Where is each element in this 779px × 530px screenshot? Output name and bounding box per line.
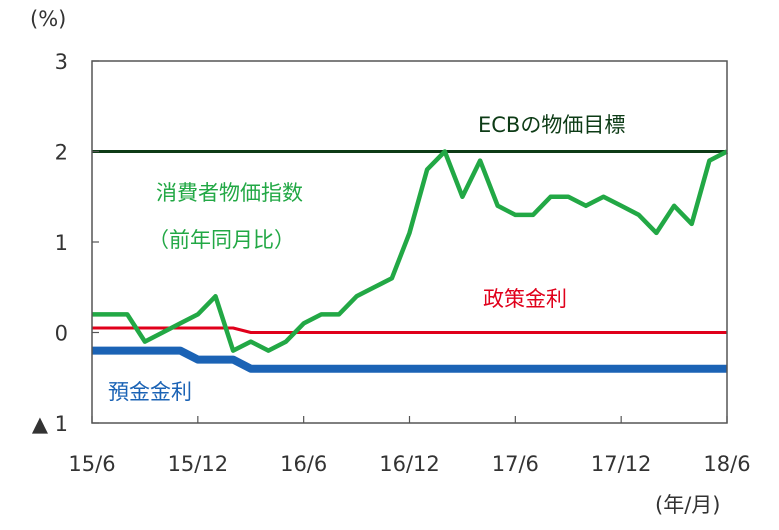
y-tick-label: 1 xyxy=(55,231,68,255)
x-tick-label: 16/12 xyxy=(379,452,440,476)
y-tick-label: ▲ 1 xyxy=(32,412,68,436)
policy-rate-line xyxy=(92,326,727,334)
x-tick-label: 16/6 xyxy=(280,452,327,476)
x-tick-label: 15/12 xyxy=(168,452,229,476)
ecb-target-label: ECBの物価目標 xyxy=(478,113,625,137)
x-tick-label: 18/6 xyxy=(703,452,750,476)
axis-ticks: 3 2 1 0 ▲ 115/6 15/12 16/6 16/12 17/6 17/12 18/6 xyxy=(32,50,751,476)
x-tick-label: 17/12 xyxy=(591,452,652,476)
x-tick-label: 15/6 xyxy=(68,452,115,476)
x-tick-label: 17/6 xyxy=(492,452,539,476)
y-tick-label: 0 xyxy=(55,322,68,346)
y-unit-label: (%) xyxy=(30,7,66,31)
deposit-rate-label: 預金金利 xyxy=(108,380,192,404)
x-unit-label: (年/月) xyxy=(655,493,720,517)
cpi-label-line1: 消費者物価指数 xyxy=(156,181,303,205)
cpi-label-line2: （前年同月比） xyxy=(148,228,295,252)
series-lines xyxy=(92,149,729,373)
y-tick-label: 2 xyxy=(55,141,68,165)
policy-rate-label: 政策金利 xyxy=(483,287,567,311)
deposit-rate-line xyxy=(92,346,727,373)
y-tick-label: 3 xyxy=(55,50,68,74)
cpi-line xyxy=(92,149,729,353)
